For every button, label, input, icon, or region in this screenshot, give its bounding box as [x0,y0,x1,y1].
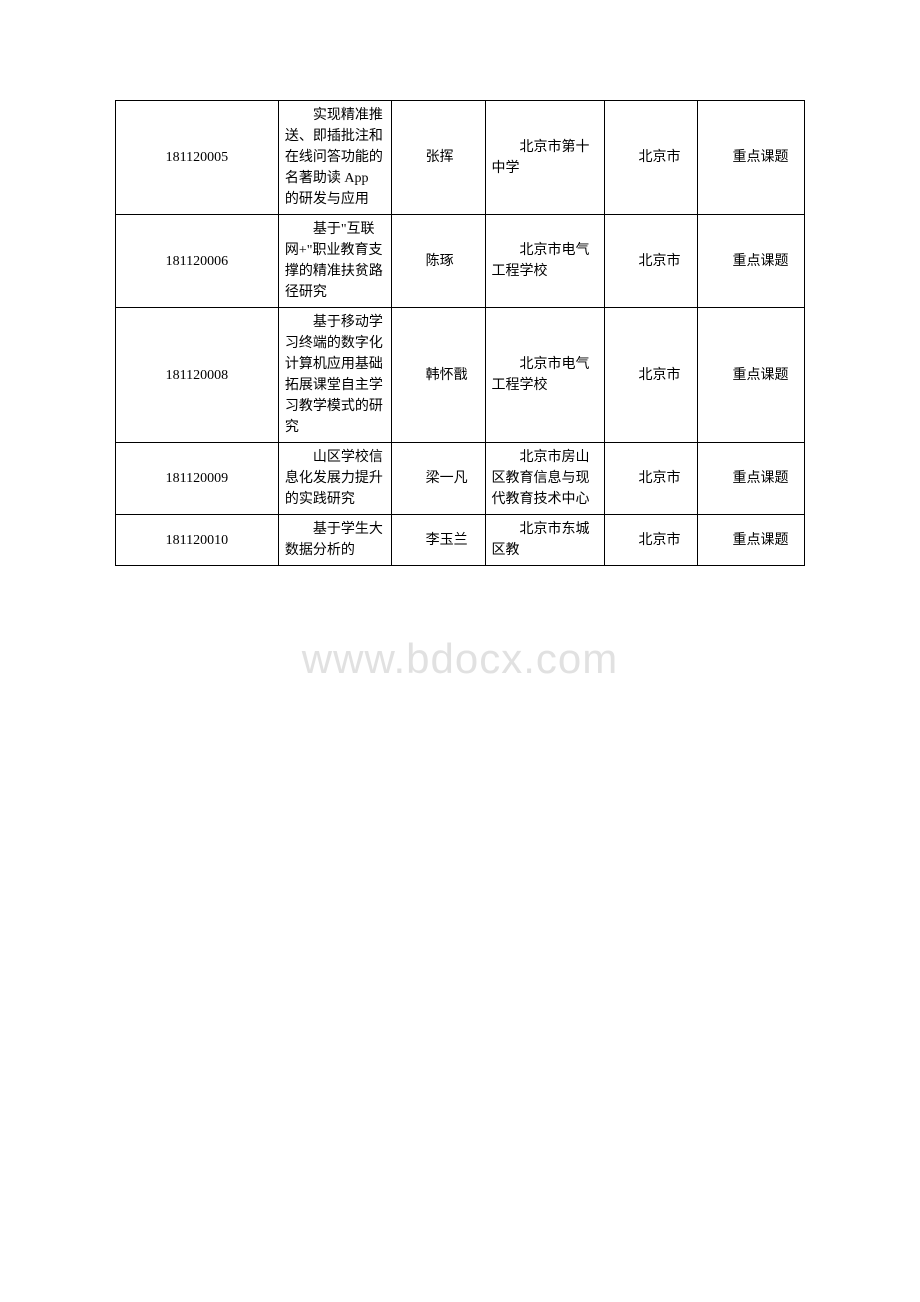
cell-person: 张挥 [391,101,485,215]
cell-category: 重点课题 [698,308,805,443]
cell-id: 181120008 [116,308,279,443]
cell-region: 北京市 [604,308,698,443]
cell-person: 韩怀戬 [391,308,485,443]
cell-title: 山区学校信息化发展力提升的实践研究 [278,443,391,515]
cell-organization: 北京市电气工程学校 [485,308,604,443]
cell-title: 基于移动学习终端的数字化计算机应用基础拓展课堂自主学习教学模式的研究 [278,308,391,443]
cell-organization: 北京市房山区教育信息与现代教育技术中心 [485,443,604,515]
cell-region: 北京市 [604,101,698,215]
cell-id: 181120010 [116,515,279,566]
cell-region: 北京市 [604,215,698,308]
watermark: www.bdocx.com [302,635,618,683]
table-row: 181120006 基于"互联网+"职业教育支撑的精准扶贫路径研究 陈琢 北京市… [116,215,805,308]
cell-organization: 北京市第十中学 [485,101,604,215]
cell-id: 181120009 [116,443,279,515]
table-row: 181120008 基于移动学习终端的数字化计算机应用基础拓展课堂自主学习教学模… [116,308,805,443]
cell-category: 重点课题 [698,215,805,308]
table-row: 181120009 山区学校信息化发展力提升的实践研究 梁一凡 北京市房山区教育… [116,443,805,515]
cell-region: 北京市 [604,443,698,515]
data-table: 181120005 实现精准推送、即插批注和在线问答功能的名著助读 App 的研… [115,100,805,566]
cell-organization: 北京市电气工程学校 [485,215,604,308]
cell-region: 北京市 [604,515,698,566]
cell-person: 陈琢 [391,215,485,308]
cell-category: 重点课题 [698,443,805,515]
cell-category: 重点课题 [698,101,805,215]
cell-id: 181120006 [116,215,279,308]
cell-title: 基于学生大数据分析的 [278,515,391,566]
cell-person: 梁一凡 [391,443,485,515]
cell-id: 181120005 [116,101,279,215]
cell-title: 基于"互联网+"职业教育支撑的精准扶贫路径研究 [278,215,391,308]
cell-organization: 北京市东城区教 [485,515,604,566]
cell-category: 重点课题 [698,515,805,566]
table-row: 181120005 实现精准推送、即插批注和在线问答功能的名著助读 App 的研… [116,101,805,215]
cell-person: 李玉兰 [391,515,485,566]
table-row: 181120010 基于学生大数据分析的 李玉兰 北京市东城区教 北京市 重点课… [116,515,805,566]
cell-title: 实现精准推送、即插批注和在线问答功能的名著助读 App 的研发与应用 [278,101,391,215]
